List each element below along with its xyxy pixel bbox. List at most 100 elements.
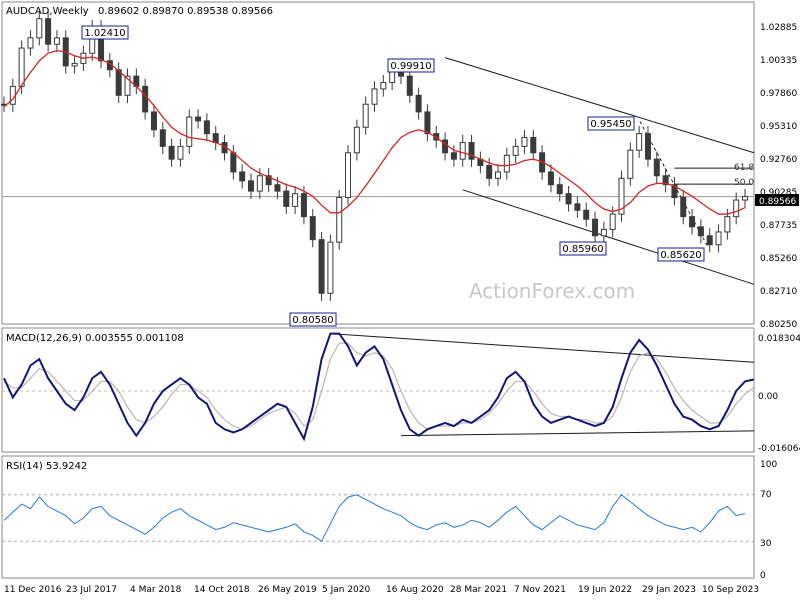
macd-y-axis: 0.018304 0.00 -0.016064 (758, 334, 800, 454)
candle-body (274, 184, 281, 192)
candle-body (53, 37, 60, 45)
candle-body (230, 152, 237, 173)
price-tick-2: 1.00335 (760, 56, 797, 66)
candle-body (309, 216, 316, 241)
candle-body (195, 116, 202, 122)
candle-body (662, 175, 669, 186)
fib-61-8-label: 61.8 (734, 163, 754, 173)
rsi-tick-100: 100 (760, 460, 777, 470)
price-y-axis: 1.02885 1.00335 0.97860 0.95310 0.92760 … (760, 23, 797, 330)
candle-body (150, 111, 157, 131)
candle-body (300, 193, 307, 218)
candle-body (592, 218, 599, 237)
rsi-y-axis: 100 70 30 0 (760, 460, 777, 581)
last-price-marker: 0.89566 (755, 194, 799, 207)
candle-body (609, 213, 616, 230)
rsi-line (3, 494, 746, 542)
candle-body (18, 47, 25, 87)
label-1-02410: 1.02410 (81, 25, 129, 40)
candle-body (371, 88, 378, 105)
x-tick-7: 16 Aug 2020 (386, 585, 444, 595)
x-tick-8: 28 Mar 2021 (450, 585, 507, 595)
candle-body (742, 196, 748, 201)
candle-body (706, 235, 713, 246)
x-tick-6: 5 Jan 2020 (322, 585, 370, 595)
candle-body (406, 75, 413, 96)
label-0-85960-text: 0.85960 (562, 244, 603, 255)
macd-lower-trendline (400, 430, 755, 437)
candle-body (159, 129, 166, 147)
candle-body (697, 226, 704, 237)
x-tick-9: 7 Nov 2021 (514, 585, 566, 595)
x-tick-3: 4 Mar 2018 (130, 585, 182, 595)
candle-body (671, 184, 678, 198)
macd-tick-top: 0.018304 (758, 334, 800, 344)
candle-body (292, 193, 299, 207)
candle-body (27, 37, 34, 49)
rsi-tick-30: 30 (760, 539, 772, 549)
macd-upper-trendline (330, 333, 755, 363)
candle-body (556, 184, 563, 195)
candle-body (715, 231, 722, 246)
candle-body (424, 111, 431, 135)
candle-body (583, 209, 590, 220)
price-tick-3: 0.97860 (760, 89, 797, 99)
candle-body (503, 154, 510, 173)
label-0-80580: 0.80580 (289, 312, 337, 327)
x-tick-12: 10 Sep 2023 (702, 585, 759, 595)
label-0-99910-text: 0.99910 (390, 61, 431, 72)
candle-body (177, 145, 184, 160)
x-tick-2: 23 Jul 2017 (66, 585, 117, 595)
candle-body (124, 75, 131, 96)
sma-line (3, 49, 746, 215)
candle-body (212, 133, 219, 144)
macd-tick-zero: 0.00 (758, 392, 778, 402)
fib-50-0-label: 50.0 (734, 178, 754, 188)
candle-body (724, 216, 731, 233)
candle-body (574, 203, 581, 211)
candle-body (689, 216, 696, 228)
candle-body (380, 82, 387, 90)
price-ohlc-header: 0.89602 0.89870 0.89538 0.89566 (98, 6, 273, 17)
rsi-tick-0: 0 (760, 571, 766, 581)
candle-body (459, 142, 466, 160)
candle-body (115, 69, 122, 96)
candle-body (239, 171, 246, 182)
rsi-panel-frame (1, 455, 755, 579)
candle-body (71, 62, 78, 67)
candle-body (353, 126, 360, 154)
macd-tick-bottom: -0.016064 (758, 444, 800, 454)
candle-body (636, 133, 643, 151)
price-tick-1: 1.02885 (760, 23, 797, 33)
candle-body (36, 18, 43, 39)
candle-body (512, 145, 519, 156)
candle-body (345, 152, 352, 198)
candle-body (283, 190, 290, 207)
candle-body (168, 145, 175, 160)
candle-body (547, 171, 554, 186)
macd-line (3, 332, 755, 442)
price-tick-8: 0.85260 (760, 254, 797, 264)
label-0-80580-text: 0.80580 (292, 315, 333, 326)
candle-body (336, 196, 343, 243)
label-0-85960: 0.85960 (559, 241, 607, 256)
candle-body (618, 177, 625, 215)
label-1-02410-text: 1.02410 (84, 28, 125, 39)
rsi-layer (2, 494, 754, 542)
price-tick-7: 0.87735 (760, 221, 797, 231)
label-0-85620-text: 0.85620 (660, 250, 701, 261)
macd-panel-frame (1, 327, 755, 453)
price-chart-title: AUDCAD,Weekly (6, 6, 89, 17)
macd-title: MACD(12,26,9) 0.003555 0.001108 (6, 333, 184, 344)
x-tick-4: 14 Oct 2018 (194, 585, 250, 595)
candle-body (256, 175, 263, 192)
candle-body (644, 133, 651, 160)
price-tick-4: 0.95310 (760, 122, 797, 132)
price-layer (1, 11, 755, 301)
candle-body (530, 136, 537, 154)
last-price-text: 0.89566 (759, 197, 796, 207)
channel-upper-trendline (444, 57, 755, 154)
candle-body (680, 196, 687, 218)
candle-body (565, 193, 572, 205)
